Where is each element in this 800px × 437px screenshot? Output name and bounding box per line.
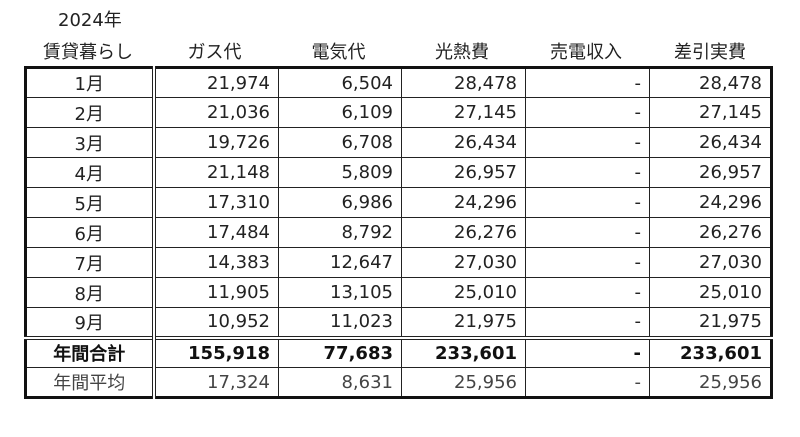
electricity-cell: 8,631 <box>278 367 402 398</box>
net-cost-cell: 26,957 <box>649 157 772 188</box>
month-cell: 5月 <box>25 187 156 218</box>
net-cost-cell: 27,145 <box>649 97 772 128</box>
electricity-cell: 77,683 <box>278 335 402 368</box>
power-sales-cell: - <box>525 367 650 398</box>
electricity-cell: 6,109 <box>278 97 402 128</box>
net-cost-cell: 27,030 <box>649 247 772 278</box>
average-row: 年間平均 17,324 8,631 25,956-25,956 <box>25 367 772 398</box>
gas-cell: 17,484 <box>153 217 279 248</box>
gas-cell: 17,310 <box>153 187 279 218</box>
net-cost-cell: 24,296 <box>649 187 772 218</box>
utilities-cell: 233,601 <box>401 335 526 368</box>
header-net-cost: 差引実費 <box>674 42 746 63</box>
header-electricity: 電気代 <box>311 42 366 63</box>
table-row: 8月 11,905 13,105 25,010-25,010 <box>25 277 772 308</box>
net-cost-cell: 26,434 <box>649 127 772 158</box>
table-row: 3月 19,726 6,708 26,434-26,434 <box>25 127 772 158</box>
utilities-cell: 27,030 <box>401 247 526 278</box>
month-cell: 1月 <box>25 67 156 98</box>
table-row: 4月 21,148 5,809 26,957-26,957 <box>25 157 772 188</box>
power-sales-cell: - <box>525 157 650 188</box>
gas-cell: 21,036 <box>153 97 279 128</box>
utilities-cell: 28,478 <box>401 67 526 98</box>
month-cell: 2月 <box>25 97 156 128</box>
month-cell: 9月 <box>25 307 156 338</box>
total-row: 年間合計 155,918 77,683 233,601-233,601 <box>25 335 772 368</box>
month-cell: 7月 <box>25 247 156 278</box>
power-sales-cell: - <box>525 97 650 128</box>
utilities-cell: 27,145 <box>401 97 526 128</box>
table-row: 2月 21,036 6,109 27,145-27,145 <box>25 97 772 128</box>
month-cell: 4月 <box>25 157 156 188</box>
header-power-sales: 売電収入 <box>550 42 622 63</box>
net-cost-cell: 26,276 <box>649 217 772 248</box>
power-sales-cell: - <box>525 335 650 368</box>
net-cost-cell: 28,478 <box>649 67 772 98</box>
month-cell: 6月 <box>25 217 156 248</box>
table-row: 5月 17,310 6,986 24,296-24,296 <box>25 187 772 218</box>
electricity-cell: 6,708 <box>278 127 402 158</box>
gas-cell: 155,918 <box>153 335 279 368</box>
power-sales-cell: - <box>525 67 650 98</box>
month-cell: 3月 <box>25 127 156 158</box>
table-row: 7月 14,383 12,647 27,030-27,030 <box>25 247 772 278</box>
net-cost-cell: 25,956 <box>649 367 772 398</box>
electricity-cell: 8,792 <box>278 217 402 248</box>
month-cell: 年間合計 <box>25 335 156 368</box>
gas-cell: 21,974 <box>153 67 279 98</box>
gas-cell: 17,324 <box>153 367 279 398</box>
gas-cell: 10,952 <box>153 307 279 338</box>
header-gas: ガス代 <box>187 42 242 63</box>
utilities-cell: 26,276 <box>401 217 526 248</box>
power-sales-cell: - <box>525 187 650 218</box>
electricity-cell: 6,504 <box>278 67 402 98</box>
utilities-cell: 26,434 <box>401 127 526 158</box>
electricity-cell: 12,647 <box>278 247 402 278</box>
gas-cell: 21,148 <box>153 157 279 188</box>
gas-cell: 19,726 <box>153 127 279 158</box>
table-row: 1月 21,974 6,504 28,478-28,478 <box>25 67 772 98</box>
table-row: 6月 17,484 8,792 26,276-26,276 <box>25 217 772 248</box>
net-cost-cell: 233,601 <box>649 335 772 368</box>
utilities-cell: 24,296 <box>401 187 526 218</box>
net-cost-cell: 21,975 <box>649 307 772 338</box>
year-label: 2024年 <box>58 10 122 31</box>
gas-cell: 11,905 <box>153 277 279 308</box>
power-sales-cell: - <box>525 277 650 308</box>
month-cell: 8月 <box>25 277 156 308</box>
power-sales-cell: - <box>525 247 650 278</box>
power-sales-cell: - <box>525 307 650 338</box>
gas-cell: 14,383 <box>153 247 279 278</box>
utilities-cell: 25,010 <box>401 277 526 308</box>
electricity-cell: 5,809 <box>278 157 402 188</box>
utility-cost-table: 1月 21,974 6,504 28,478-28,478 2月 21,036 6,109 2… <box>24 66 773 399</box>
month-cell: 年間平均 <box>25 367 156 398</box>
utilities-cell: 25,956 <box>401 367 526 398</box>
table-row: 9月 10,952 11,023 21,975-21,975 <box>25 307 772 338</box>
electricity-cell: 6,986 <box>278 187 402 218</box>
header-utilities: 光熱費 <box>435 42 489 63</box>
header-category: 賃貸暮らし <box>43 42 133 63</box>
net-cost-cell: 25,010 <box>649 277 772 308</box>
electricity-cell: 11,023 <box>278 307 402 338</box>
electricity-cell: 13,105 <box>278 277 402 308</box>
utilities-cell: 26,957 <box>401 157 526 188</box>
utilities-cell: 21,975 <box>401 307 526 338</box>
power-sales-cell: - <box>525 217 650 248</box>
power-sales-cell: - <box>525 127 650 158</box>
